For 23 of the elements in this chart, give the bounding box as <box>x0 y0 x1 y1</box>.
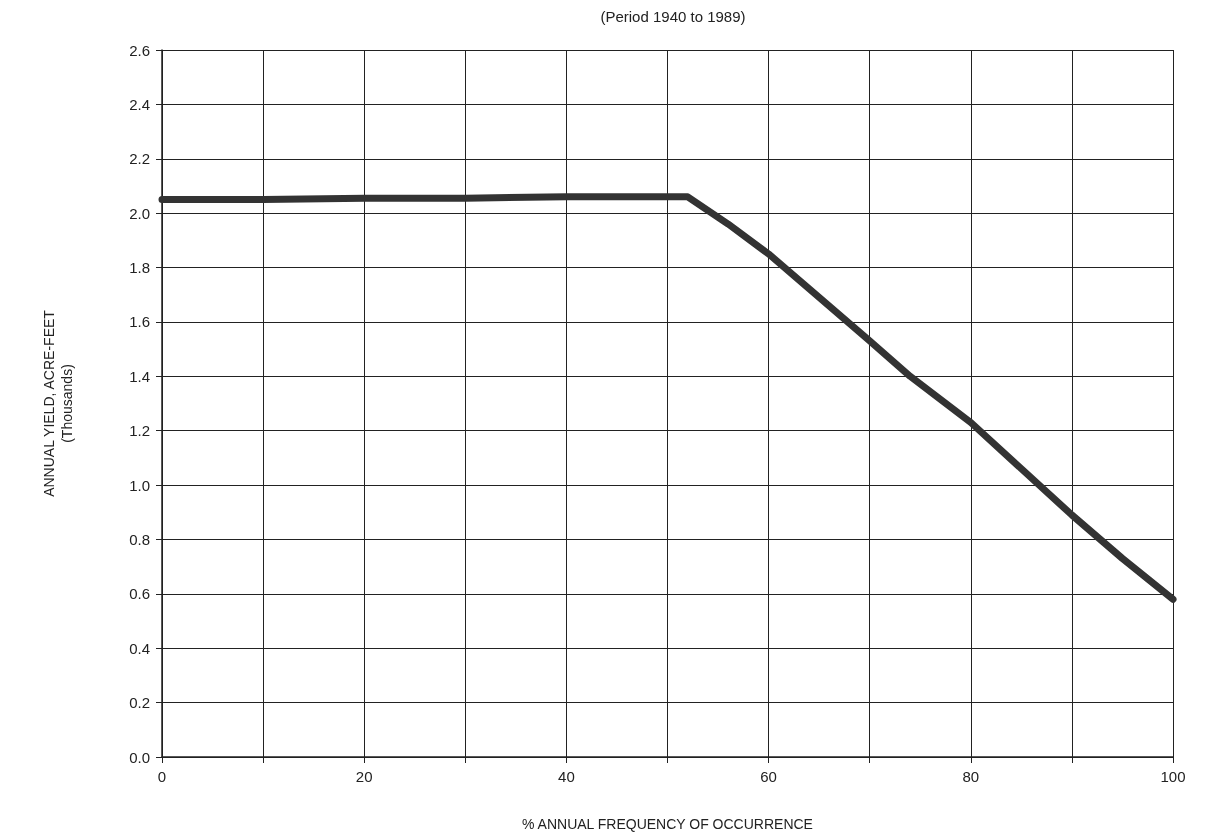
x-tick-label: 0 <box>157 768 167 785</box>
x-axis-title: % ANNUAL FREQUENCY OF OCCURRENCE <box>522 816 813 832</box>
y-tick-label: 1.4 <box>129 367 150 385</box>
y-axis-title: ANNUAL YIELD, ACRE-FEET (Thousands) <box>41 309 75 497</box>
y-tick-label: 0.4 <box>129 639 150 657</box>
x-tick-label: 100 <box>1160 768 1186 785</box>
y-tick-label: 1.8 <box>129 259 150 277</box>
y-tick-label: 2.4 <box>129 95 150 113</box>
chart-title: (Period 1940 to 1989) <box>600 8 746 25</box>
x-tick-label: 80 <box>962 768 980 785</box>
y-tick-label: 2.0 <box>129 204 150 222</box>
y-tick-label: 0.8 <box>129 530 150 548</box>
y-tick-label: 2.2 <box>129 150 150 168</box>
y-tick-label: 2.6 <box>129 41 150 59</box>
x-tick-label: 40 <box>558 768 575 785</box>
x-tick-label: 20 <box>355 768 373 785</box>
x-tick-label: 60 <box>760 768 777 785</box>
y-tick-label: 0.0 <box>129 748 150 766</box>
y-tick-label: 1.2 <box>129 422 150 440</box>
y-tick-label: 0.6 <box>129 585 150 603</box>
y-tick-label: 0.2 <box>129 694 150 712</box>
y-tick-label: 1.6 <box>129 313 150 331</box>
y-tick-label: 1.0 <box>129 476 150 494</box>
